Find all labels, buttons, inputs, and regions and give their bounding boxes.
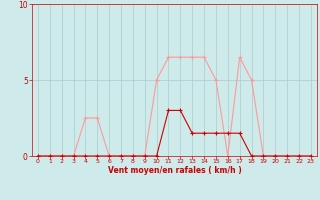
X-axis label: Vent moyen/en rafales ( km/h ): Vent moyen/en rafales ( km/h ) bbox=[108, 166, 241, 175]
